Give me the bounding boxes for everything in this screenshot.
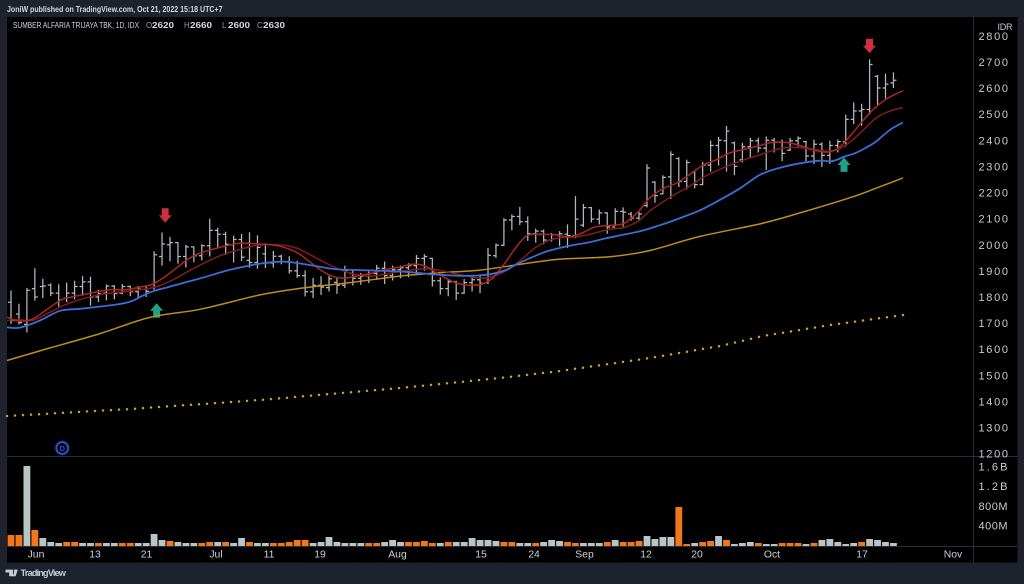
svg-text:20: 20 <box>691 550 703 561</box>
svg-text:D: D <box>59 444 65 453</box>
svg-text:2660: 2660 <box>190 20 212 30</box>
svg-text:2200: 2200 <box>979 188 1009 200</box>
svg-text:21: 21 <box>141 550 153 561</box>
svg-text:IDR: IDR <box>998 22 1014 32</box>
svg-text:H: H <box>184 21 190 30</box>
svg-text:L: L <box>222 21 227 30</box>
svg-text:17: 17 <box>856 550 868 561</box>
svg-text:24: 24 <box>528 550 540 561</box>
svg-text:1700: 1700 <box>979 318 1009 330</box>
svg-text:2100: 2100 <box>979 214 1009 226</box>
svg-text:1400: 1400 <box>979 397 1009 409</box>
svg-text:11: 11 <box>264 550 275 561</box>
svg-text:1900: 1900 <box>979 266 1009 278</box>
svg-text:12: 12 <box>640 550 652 561</box>
svg-text:1800: 1800 <box>979 292 1009 304</box>
svg-text:1.6B: 1.6B <box>979 461 1008 473</box>
svg-text:13: 13 <box>89 550 101 561</box>
svg-text:2800: 2800 <box>979 31 1009 43</box>
svg-text:Aug: Aug <box>388 550 407 561</box>
svg-text:Jun: Jun <box>28 550 45 561</box>
svg-text:800M: 800M <box>979 501 1008 513</box>
svg-text:2000: 2000 <box>979 240 1009 252</box>
svg-text:O: O <box>146 21 152 30</box>
svg-text:Jul: Jul <box>209 550 222 561</box>
svg-text:1.2B: 1.2B <box>979 481 1008 493</box>
svg-text:TradingView: TradingView <box>21 568 67 578</box>
svg-text:SUMBER ALFARIA TRIJAYA TBK, 1D: SUMBER ALFARIA TRIJAYA TBK, 1D, IDX <box>13 21 140 30</box>
svg-text:2700: 2700 <box>979 57 1009 69</box>
svg-text:Oct: Oct <box>764 550 780 561</box>
svg-text:Nov: Nov <box>944 550 963 561</box>
svg-text:2300: 2300 <box>979 161 1009 173</box>
svg-text:C: C <box>257 21 263 30</box>
svg-text:2620: 2620 <box>152 20 174 30</box>
svg-text:19: 19 <box>314 550 326 561</box>
svg-text:2630: 2630 <box>263 20 285 30</box>
svg-text:2400: 2400 <box>979 135 1009 147</box>
svg-text:400M: 400M <box>979 521 1008 533</box>
svg-text:2600: 2600 <box>228 20 250 30</box>
svg-text:1300: 1300 <box>979 423 1009 435</box>
svg-text:2500: 2500 <box>979 109 1009 121</box>
svg-text:JoniW published on TradingView: JoniW published on TradingView.com, Oct … <box>7 5 223 14</box>
svg-text:1200: 1200 <box>979 449 1009 461</box>
svg-text:15: 15 <box>475 550 487 561</box>
svg-text:Sep: Sep <box>575 550 594 561</box>
svg-text:1600: 1600 <box>979 344 1009 356</box>
svg-text:2600: 2600 <box>979 83 1009 95</box>
svg-text:1500: 1500 <box>979 370 1009 382</box>
